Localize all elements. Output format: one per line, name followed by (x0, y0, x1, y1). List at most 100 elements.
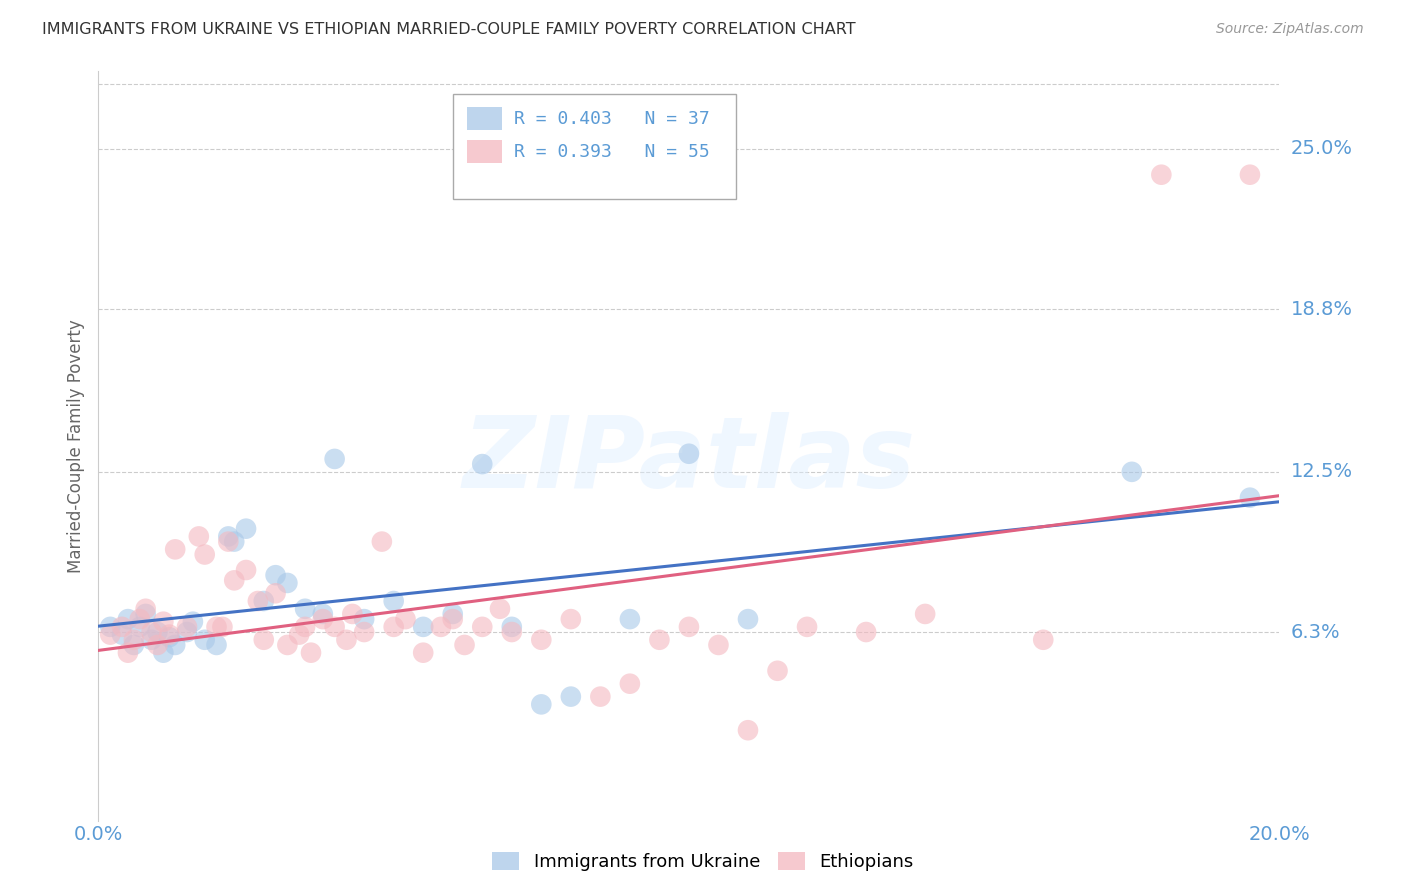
Point (152, 646, 174, 660)
Point (796, 620, 818, 634)
Text: IMMIGRANTS FROM UKRAINE VS ETHIOPIAN MARRIED-COUPLE FAMILY POVERTY CORRELATION C: IMMIGRANTS FROM UKRAINE VS ETHIOPIAN MAR… (42, 22, 856, 37)
Point (157, 630, 180, 644)
Point (560, 690, 582, 704)
Point (176, 625, 198, 640)
Text: 20.0%: 20.0% (1249, 825, 1310, 845)
Point (394, 612, 416, 626)
Point (146, 625, 169, 640)
Point (737, 723, 759, 738)
Point (430, 620, 453, 634)
Point (412, 620, 434, 634)
Point (217, 534, 239, 549)
Point (264, 568, 287, 582)
Text: Source: ZipAtlas.com: Source: ZipAtlas.com (1216, 22, 1364, 37)
Point (152, 615, 174, 629)
Point (299, 646, 322, 660)
Point (217, 529, 239, 543)
Point (276, 576, 298, 591)
Point (157, 627, 180, 641)
Point (489, 601, 512, 615)
Point (335, 632, 357, 647)
Point (122, 638, 145, 652)
Point (371, 534, 394, 549)
Point (117, 646, 139, 660)
Point (323, 451, 346, 466)
Point (98, 627, 121, 641)
Point (288, 627, 311, 641)
Point (194, 548, 217, 562)
Point (312, 607, 335, 621)
Point (312, 612, 335, 626)
Text: 0.0%: 0.0% (73, 825, 124, 845)
Point (146, 638, 169, 652)
Point (205, 620, 228, 634)
Point (914, 607, 936, 621)
Point (353, 612, 375, 626)
Point (678, 620, 700, 634)
Y-axis label: Married-Couple Family Poverty: Married-Couple Family Poverty (66, 319, 84, 573)
Point (135, 601, 157, 615)
Point (141, 632, 163, 647)
Text: ZIPatlas: ZIPatlas (463, 412, 915, 509)
Point (382, 594, 405, 608)
Point (323, 620, 346, 634)
Point (619, 612, 641, 626)
Point (165, 638, 187, 652)
Legend: Immigrants from Ukraine, Ethiopians: Immigrants from Ukraine, Ethiopians (485, 846, 921, 879)
FancyBboxPatch shape (467, 140, 502, 162)
Point (737, 612, 759, 626)
Point (246, 594, 269, 608)
Point (294, 620, 316, 634)
Point (224, 534, 246, 549)
Point (98, 620, 121, 634)
Point (205, 638, 228, 652)
Point (235, 522, 257, 536)
Point (342, 607, 364, 621)
Point (501, 620, 523, 634)
Point (128, 620, 150, 634)
Point (253, 594, 276, 608)
Point (353, 625, 375, 640)
Point (235, 563, 257, 577)
Point (589, 690, 612, 704)
Point (181, 615, 204, 629)
Point (1121, 465, 1143, 479)
Text: 18.8%: 18.8% (1291, 300, 1353, 318)
Point (560, 612, 582, 626)
Point (382, 620, 405, 634)
Point (471, 457, 494, 471)
Point (122, 632, 145, 647)
Point (530, 698, 553, 712)
Point (412, 646, 434, 660)
Point (165, 542, 187, 557)
Point (141, 625, 163, 640)
Point (276, 638, 298, 652)
Point (501, 625, 523, 640)
Point (619, 676, 641, 690)
Point (1239, 168, 1261, 182)
Point (1032, 632, 1054, 647)
Text: 25.0%: 25.0% (1291, 139, 1353, 159)
Point (471, 620, 494, 634)
Point (111, 627, 134, 641)
Point (678, 447, 700, 461)
Point (1239, 491, 1261, 505)
FancyBboxPatch shape (467, 107, 502, 130)
Point (530, 632, 553, 647)
Point (187, 529, 209, 543)
Text: R = 0.393   N = 55: R = 0.393 N = 55 (515, 143, 710, 161)
Point (117, 612, 139, 626)
Point (648, 632, 671, 647)
Point (176, 620, 198, 634)
Point (1150, 168, 1173, 182)
Point (135, 607, 157, 621)
Point (766, 664, 789, 678)
Point (253, 632, 276, 647)
Point (194, 632, 217, 647)
Point (294, 601, 316, 615)
Text: 12.5%: 12.5% (1291, 462, 1353, 482)
Text: R = 0.403   N = 37: R = 0.403 N = 37 (515, 110, 710, 128)
Point (128, 612, 150, 626)
Point (453, 638, 475, 652)
Text: 6.3%: 6.3% (1291, 623, 1340, 641)
